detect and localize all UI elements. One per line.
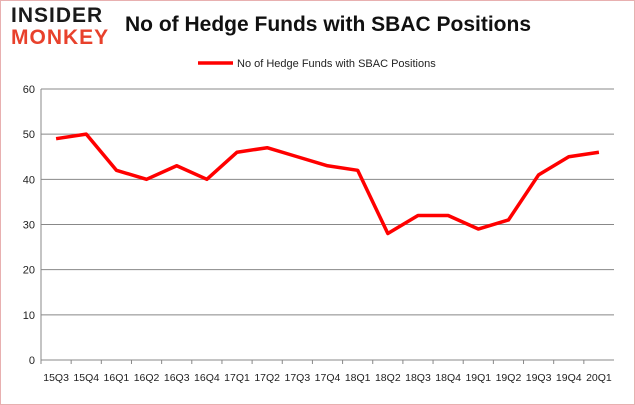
logo-line2: MONKEY — [11, 26, 110, 49]
chart-title: No of Hedge Funds with SBAC Positions — [125, 13, 531, 36]
x-tick-label: 16Q3 — [164, 372, 190, 384]
x-tick-label: 18Q2 — [375, 372, 401, 384]
y-tick-label: 40 — [23, 174, 35, 186]
x-tick-label: 16Q4 — [194, 372, 220, 384]
x-tick-label: 19Q1 — [465, 372, 491, 384]
x-tick-label: 16Q1 — [104, 372, 130, 384]
y-tick-label: 60 — [23, 84, 35, 96]
insider-monkey-logo: INSIDER MONKEY — [11, 5, 121, 55]
y-tick-label: 20 — [23, 265, 35, 277]
y-tick-label: 0 — [29, 355, 35, 367]
x-tick-label: 20Q1 — [586, 372, 612, 384]
series-line — [55, 132, 600, 236]
y-tick-label: 10 — [23, 310, 35, 322]
logo-line1: INSIDER — [11, 4, 104, 27]
x-tick-label: 19Q2 — [496, 372, 522, 384]
x-tick-label: 16Q2 — [134, 372, 160, 384]
y-tick-label: 30 — [23, 220, 35, 232]
x-tick-label: 17Q3 — [284, 372, 310, 384]
x-tick-label: 15Q3 — [43, 372, 69, 384]
x-tick-label: 17Q1 — [224, 372, 250, 384]
x-tick-label: 17Q2 — [254, 372, 280, 384]
x-tick-label: 19Q4 — [556, 372, 582, 384]
x-tick-label: 17Q4 — [315, 372, 341, 384]
x-tick-label: 18Q3 — [405, 372, 431, 384]
x-tick-label: 19Q3 — [526, 372, 552, 384]
legend-label: No of Hedge Funds with SBAC Positions — [237, 58, 436, 70]
y-tick-label: 50 — [23, 129, 35, 141]
x-tick-label: 15Q4 — [73, 372, 99, 384]
x-tick-label: 18Q4 — [435, 372, 461, 384]
x-tick-label: 18Q1 — [345, 372, 371, 384]
